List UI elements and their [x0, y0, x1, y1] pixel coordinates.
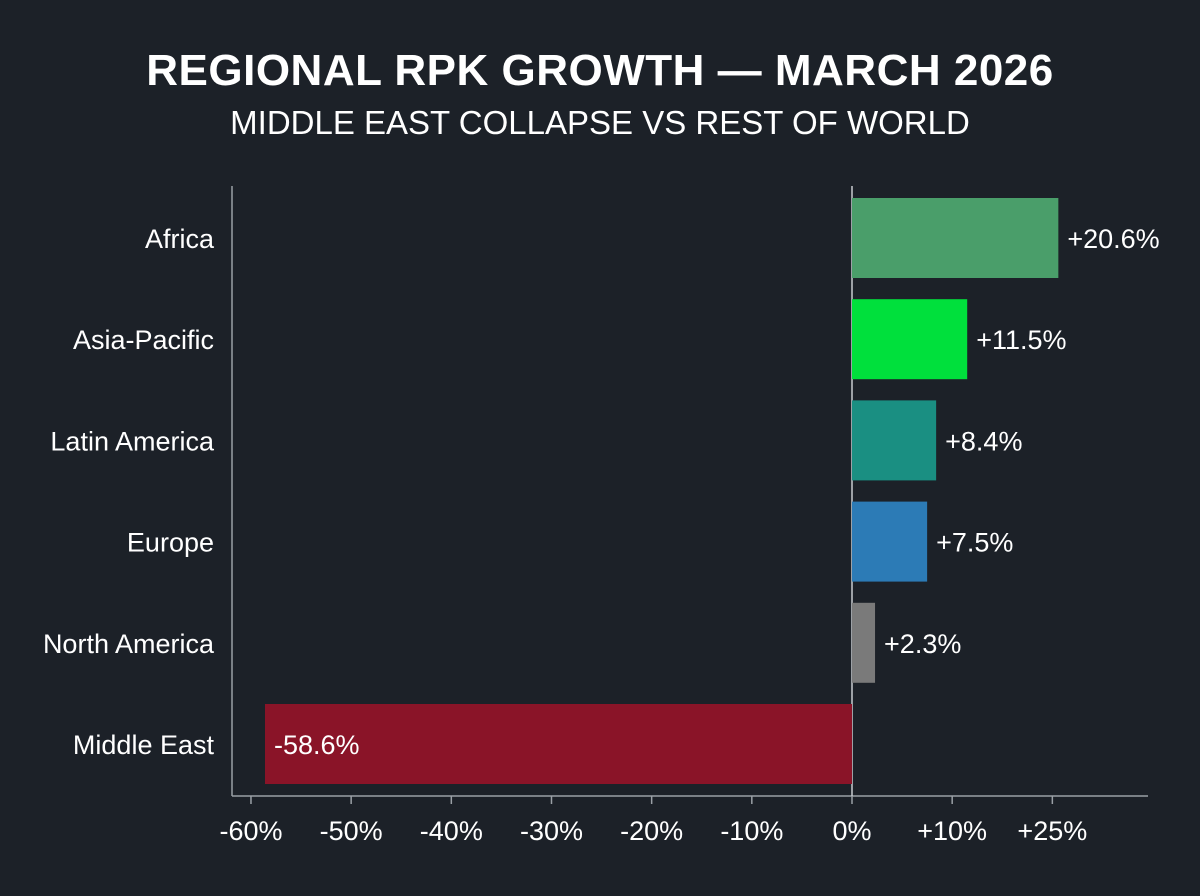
value-label: +20.6%	[1067, 224, 1159, 254]
x-ticks-group: -60% -50% -40% -30% -20% -10% 0% +10% +25%	[219, 796, 1087, 846]
chart-subtitle: MIDDLE EAST COLLAPSE VS REST OF WORLD	[230, 104, 970, 141]
x-tick-label: +25%	[1017, 816, 1087, 846]
value-label: +8.4%	[945, 426, 1022, 456]
category-labels-group: Africa Asia-Pacific Latin America Europe Nor…	[43, 224, 215, 760]
bar-middle-east	[265, 704, 852, 784]
bar-asia-pacific	[852, 299, 968, 380]
value-label: +7.5%	[936, 528, 1013, 558]
bars-group	[265, 198, 1059, 784]
value-labels-group: +20.6% +11.5% +8.4% +7.5% +2.3% -58.6%	[274, 224, 1160, 760]
bar-europe	[852, 501, 928, 582]
category-label: Asia-Pacific	[73, 325, 214, 355]
bar-north-america	[852, 602, 876, 683]
value-label: -58.6%	[274, 730, 360, 760]
category-label: Africa	[145, 224, 215, 254]
x-tick-label: -60%	[219, 816, 282, 846]
x-tick-label: -10%	[720, 816, 783, 846]
bar-latin-america	[852, 400, 937, 481]
x-tick-label: -40%	[420, 816, 483, 846]
category-label: North America	[43, 629, 215, 659]
category-label: Latin America	[50, 426, 215, 456]
value-label: +2.3%	[884, 629, 961, 659]
chart-title: REGIONAL RPK GROWTH — MARCH 2026	[146, 46, 1054, 95]
value-label: +11.5%	[976, 325, 1066, 355]
x-tick-label: -20%	[620, 816, 683, 846]
x-tick-label: 0%	[832, 816, 871, 846]
category-label: Middle East	[73, 730, 215, 760]
x-tick-label: +10%	[917, 816, 987, 846]
category-label: Europe	[127, 528, 214, 558]
bar-africa	[852, 198, 1059, 278]
x-tick-label: -30%	[520, 816, 583, 846]
x-tick-label: -50%	[320, 816, 383, 846]
